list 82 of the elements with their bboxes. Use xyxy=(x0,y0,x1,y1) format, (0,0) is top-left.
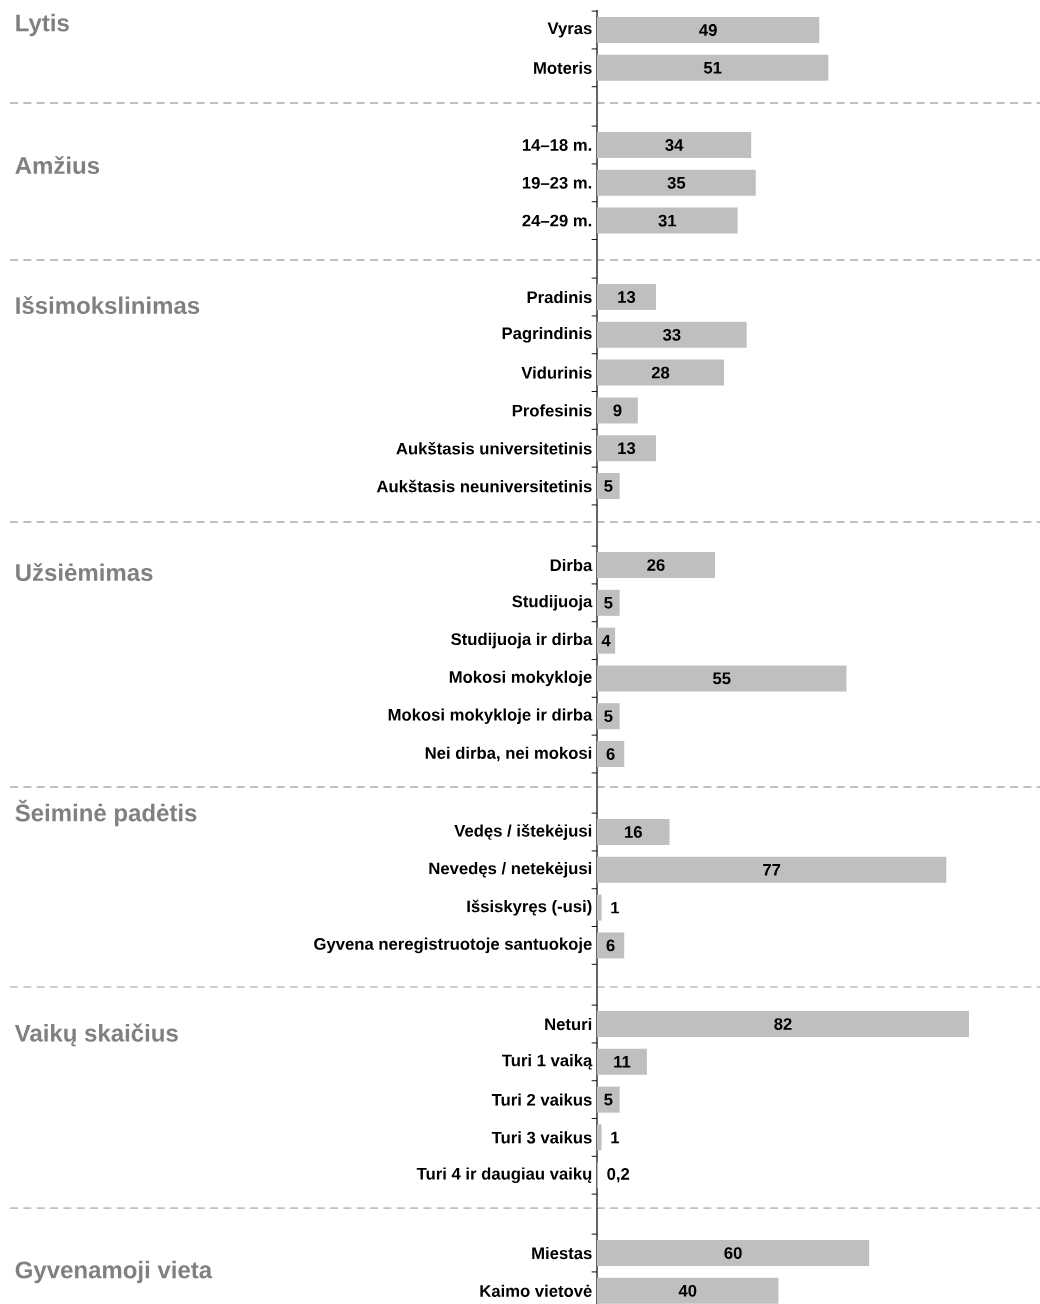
y-tick-label: Aukštasis universitetinis xyxy=(396,441,592,455)
data-label: 13 xyxy=(618,291,636,303)
data-label: 26 xyxy=(647,559,665,571)
data-label: 5 xyxy=(604,710,613,723)
data-label: 13 xyxy=(618,442,636,455)
y-tick-label: Turi 4 ir daugiau vaikų xyxy=(416,1167,592,1184)
data-label: 35 xyxy=(667,176,686,189)
data-label: 51 xyxy=(703,62,722,74)
y-tick-label: Mokosi mokykloje xyxy=(449,670,592,687)
y-axis-title: Šeiminė padėtis xyxy=(15,799,197,827)
y-axis-title: Lytis xyxy=(16,13,69,37)
bar xyxy=(597,665,847,692)
bar xyxy=(597,589,620,616)
data-label: 5 xyxy=(604,480,613,492)
y-tick-label: Profesinis xyxy=(512,404,592,417)
y-tick-label: Vyras xyxy=(547,22,592,38)
y-axis-title: Gyvenamoji vieta xyxy=(15,1260,213,1284)
data-label: 1 xyxy=(611,1131,620,1144)
data-label: 33 xyxy=(662,328,681,341)
data-label: 9 xyxy=(613,404,622,417)
data-label: 60 xyxy=(724,1247,742,1259)
bar xyxy=(597,1124,602,1151)
bar xyxy=(597,321,747,348)
y-tick-label: Nevedęs / netekėjusi xyxy=(429,862,592,878)
y-tick-label: Gyvena neregistruotoje santuokoje xyxy=(314,937,592,954)
data-label: 55 xyxy=(713,672,731,685)
y-tick-label: Kaimo vietovė xyxy=(480,1284,592,1297)
data-label: 34 xyxy=(665,139,684,151)
bar xyxy=(597,359,725,386)
y-tick-label: 19–23 m. xyxy=(522,176,592,189)
y-tick-label: 24–29 m. xyxy=(522,214,592,227)
bar xyxy=(597,473,620,500)
y-tick-label: Vidurinis xyxy=(521,366,592,379)
y-tick-label: 14–18 m. xyxy=(522,139,592,151)
y-axis-title: Amžius xyxy=(15,155,100,175)
bar xyxy=(597,703,620,730)
y-tick-label: Moteris xyxy=(534,61,592,74)
data-label: 6 xyxy=(606,748,615,760)
bar xyxy=(597,932,625,959)
y-axis-title: Išsimokslinimas xyxy=(16,295,200,315)
y-tick-label: Pagrindinis xyxy=(502,326,592,343)
y-tick-label: Neturi xyxy=(545,1017,592,1031)
bar xyxy=(597,284,656,311)
data-label: 5 xyxy=(604,597,613,609)
bar xyxy=(597,819,670,846)
bar xyxy=(597,856,947,883)
data-label: 40 xyxy=(678,1284,697,1297)
bar xyxy=(597,435,656,462)
data-label: 0,2 xyxy=(607,1168,630,1183)
y-tick-label: Studijuoja ir dirba xyxy=(451,632,593,649)
y-axis-title: Užsiėmimas xyxy=(16,562,153,582)
data-label: 11 xyxy=(614,1056,631,1068)
data-label: 77 xyxy=(763,864,781,876)
y-tick-label: Turi 1 vaiką xyxy=(502,1054,593,1070)
y-tick-label: Studijuoja xyxy=(512,595,593,611)
y-tick-label: Išsiskyręs (-usi) xyxy=(467,899,592,916)
data-label: 6 xyxy=(606,939,615,952)
data-label: 5 xyxy=(604,1093,613,1106)
data-label: 16 xyxy=(625,826,642,838)
y-tick-label: Turi 3 vaikus xyxy=(491,1131,592,1144)
data-label: 82 xyxy=(774,1018,792,1030)
bar xyxy=(597,1048,647,1075)
y-tick-label: Vedęs / ištekėjusi xyxy=(454,824,592,840)
y-tick-label: Pradinis xyxy=(527,290,592,304)
y-axis-title: Vaikų skaičius xyxy=(14,1023,178,1047)
data-label: 1 xyxy=(611,901,620,914)
bar xyxy=(597,1011,969,1038)
bar xyxy=(597,1086,620,1113)
y-tick-label: Aukštasis neuniversitetinis xyxy=(376,479,592,493)
y-tick-label: Mokosi mokykloje ir dirba xyxy=(388,708,593,724)
bar xyxy=(597,552,715,579)
y-tick-label: Nei dirba, nei mokosi xyxy=(425,746,592,762)
data-label: 28 xyxy=(651,366,670,379)
y-tick-label: Miestas xyxy=(532,1246,592,1260)
bar xyxy=(597,397,638,424)
y-tick-label: Dirba xyxy=(550,558,593,572)
data-label: 49 xyxy=(699,24,717,36)
y-tick-label: Turi 2 vaikus xyxy=(491,1093,592,1106)
bar xyxy=(597,894,602,921)
bar xyxy=(597,741,625,768)
data-label: 4 xyxy=(601,634,611,647)
data-label: 31 xyxy=(658,214,677,227)
